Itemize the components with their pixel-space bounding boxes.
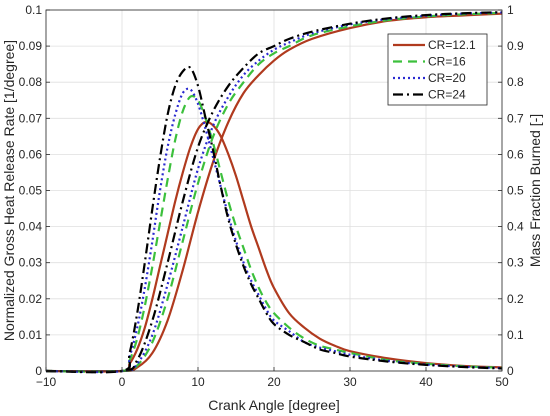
y-right-tick-label: 0.8 [507, 75, 524, 89]
x-axis-label: Crank Angle [degree] [208, 397, 340, 413]
y-left-tick-label: 0.04 [19, 220, 43, 234]
x-tick-label: 10 [191, 375, 205, 389]
series-cr-16-mass-fraction-line [45, 11, 503, 373]
legend-label: CR=12.1 [428, 38, 476, 52]
y-left-tick-label: 0.03 [19, 256, 43, 270]
y-left-tick-label: 0.07 [19, 111, 43, 125]
y-left-tick-label: 0.02 [19, 292, 43, 306]
y-left-tick-label: 0.06 [19, 147, 43, 161]
x-tick-label: 40 [419, 375, 433, 389]
y-right-tick-label: 0.1 [507, 328, 524, 342]
y-right-tick-label: 0 [507, 364, 514, 378]
y-left-tick-label: 0.05 [19, 184, 43, 198]
y-left-tick-label: 0.01 [19, 328, 43, 342]
y-left-tick-label: 0 [35, 364, 42, 378]
y-right-tick-label: 0.6 [507, 147, 524, 161]
series-layer [45, 11, 503, 374]
series-cr-24-mass-fraction-line [45, 11, 503, 373]
y-right-tick-label: 0.5 [507, 184, 524, 198]
y-left-tick-label: 0.09 [19, 39, 43, 53]
y-axis-right-label: Mass Fraction Burned [-] [527, 114, 543, 267]
y-left-tick-label: 0.1 [25, 3, 42, 17]
x-tick-label: −10 [36, 375, 57, 389]
x-tick-label: 20 [267, 375, 281, 389]
y-axis-left-label: Normalized Gross Heat Release Rate [1/de… [1, 40, 17, 341]
x-tick-label: 30 [343, 375, 357, 389]
y-right-tick-label: 0.2 [507, 292, 524, 306]
series-cr-12-1-heat-release-line [45, 120, 503, 373]
y-right-tick-label: 0.4 [507, 220, 524, 234]
ticks: −10 0 10 20 30 40 5000.010.020.030.040.050.060… [19, 3, 524, 389]
legend: CR=12.1 CR=16 CR=20 CR=24 [387, 33, 488, 106]
y-right-tick-label: 0.3 [507, 256, 524, 270]
y-right-tick-label: 0.9 [507, 39, 524, 53]
x-tick-label: 50 [495, 375, 509, 389]
legend-label: CR=20 [428, 71, 466, 85]
legend-label: CR=24 [428, 88, 466, 102]
y-left-tick-label: 0.08 [19, 75, 43, 89]
series-cr-24-heat-release-line [45, 65, 503, 374]
y-right-tick-label: 0.7 [507, 111, 524, 125]
y-right-tick-label: 1 [507, 3, 514, 17]
x-tick-label: 0 [119, 375, 126, 389]
series-cr-20-mass-fraction-line [45, 11, 503, 373]
legend-label: CR=16 [428, 55, 466, 69]
